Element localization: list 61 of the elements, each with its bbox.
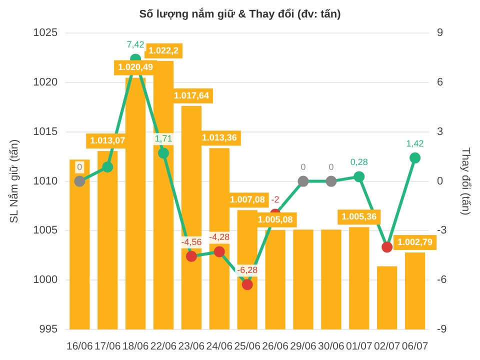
y-tick-label: 1010 bbox=[33, 175, 58, 188]
data-label: -2 bbox=[271, 194, 280, 205]
data-label: 1.013,36 bbox=[202, 132, 237, 143]
y-axis-title: SL Nắm giữ (tấn) bbox=[8, 139, 21, 224]
y2-tick-label: 9 bbox=[437, 27, 444, 40]
chart-title: Số lượng nắm giữ & Thay đổi (đv: tấn) bbox=[139, 8, 342, 21]
x-tick-label: 23/06 bbox=[178, 340, 205, 353]
point bbox=[298, 176, 309, 187]
point bbox=[214, 246, 225, 258]
data-label: 0,28 bbox=[350, 157, 368, 168]
y2-tick-label: -6 bbox=[437, 274, 447, 286]
data-label: -4,56 bbox=[181, 236, 202, 247]
data-label: 1,71 bbox=[154, 134, 172, 144]
x-tick-label: 16/06 bbox=[66, 340, 93, 353]
data-label: 7,42 bbox=[126, 40, 144, 50]
point bbox=[242, 279, 253, 290]
y2-tick-label: 6 bbox=[437, 76, 444, 89]
y2-tick-label: -3 bbox=[437, 224, 447, 237]
data-label: 1.002,79 bbox=[398, 236, 433, 247]
y-tick-label: 1000 bbox=[33, 274, 58, 286]
x-tick-label: 18/06 bbox=[122, 340, 149, 353]
data-label: 0 bbox=[328, 162, 334, 172]
x-tick-label: 25/06 bbox=[234, 340, 261, 353]
y-tick-label: 1005 bbox=[33, 224, 58, 237]
data-label: 1.007,08 bbox=[230, 194, 265, 205]
data-label: 1,42 bbox=[406, 138, 424, 148]
data-label: -6,28 bbox=[237, 265, 258, 276]
data-label: 1.020,49 bbox=[118, 62, 154, 72]
data-label: 1.005,08 bbox=[258, 214, 293, 224]
y2-tick-label: -9 bbox=[437, 323, 447, 336]
point bbox=[326, 176, 337, 187]
x-tick-label: 02/07 bbox=[374, 340, 400, 353]
y-tick-label: 1020 bbox=[33, 76, 58, 89]
y2-tick-label: 3 bbox=[437, 126, 444, 138]
point bbox=[186, 250, 197, 262]
y-tick-label: 1025 bbox=[33, 27, 58, 40]
point bbox=[74, 176, 86, 187]
point bbox=[354, 171, 365, 182]
data-label: 1.013,07 bbox=[90, 135, 126, 146]
data-label: -4,28 bbox=[209, 232, 230, 242]
x-tick-label: 26/06 bbox=[262, 340, 289, 353]
y2-tick-label: 0 bbox=[437, 175, 444, 188]
y2-axis-title: Thay đổi (tấn) bbox=[459, 147, 472, 216]
data-label: 0 bbox=[300, 162, 306, 172]
data-label: 1.022,2 bbox=[148, 45, 179, 56]
data-label: 1.017,64 bbox=[174, 90, 209, 100]
x-tick-label: 29/06 bbox=[290, 340, 317, 353]
x-tick-label: 01/07 bbox=[346, 340, 372, 353]
y-tick-label: 1015 bbox=[33, 126, 58, 138]
point bbox=[102, 161, 114, 172]
point bbox=[382, 242, 393, 253]
x-tick-label: 24/06 bbox=[206, 340, 233, 353]
x-tick-label: 30/06 bbox=[318, 340, 344, 353]
point bbox=[158, 148, 169, 159]
point bbox=[410, 152, 421, 164]
x-tick-label: 06/07 bbox=[402, 340, 428, 353]
data-label: 1.005,36 bbox=[342, 212, 377, 222]
x-tick-label: 22/06 bbox=[150, 340, 177, 353]
y-tick-label: 995 bbox=[39, 323, 58, 336]
x-tick-label: 17/06 bbox=[94, 340, 121, 353]
data-label: 0 bbox=[77, 162, 82, 172]
